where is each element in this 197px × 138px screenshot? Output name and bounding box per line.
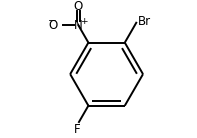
- Text: Br: Br: [138, 15, 151, 28]
- Text: O: O: [49, 19, 58, 32]
- Text: +: +: [80, 17, 87, 26]
- Text: −: −: [48, 16, 56, 26]
- Text: F: F: [74, 123, 81, 136]
- Text: O: O: [74, 0, 83, 13]
- Text: N: N: [74, 19, 83, 32]
